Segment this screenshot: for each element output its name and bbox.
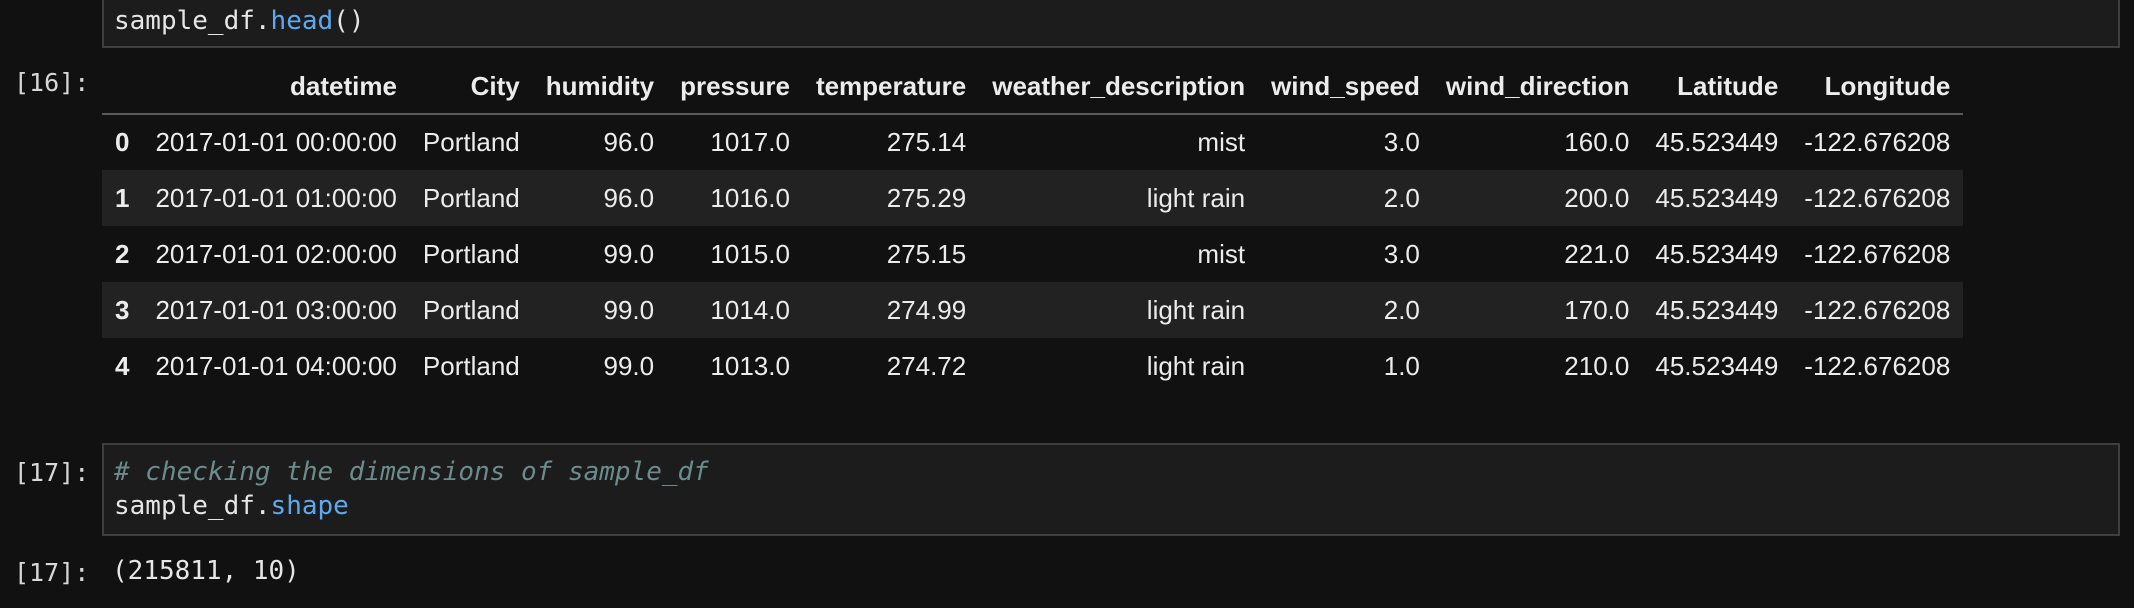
table-cell: 96.0 xyxy=(603,127,655,157)
table-row: 1 2017-01-01 01:00:00 Portland 96.0 1016… xyxy=(102,170,1964,226)
table-cell: Portland xyxy=(422,238,520,269)
table-row: 3 2017-01-01 03:00:00 Portland 99.0 1014… xyxy=(102,282,1964,338)
code-attribute: shape xyxy=(270,491,349,521)
code-comment: # checking the dimensions of sample_df xyxy=(114,457,709,487)
table-cell: light rain xyxy=(1146,350,1246,381)
table-cell: Portland xyxy=(422,182,520,213)
table-cell: 2017-01-01 01:00:00 xyxy=(155,182,397,213)
column-header: weather_description xyxy=(979,64,1259,115)
table-cell: Portland xyxy=(422,127,520,157)
table-cell: 170.0 xyxy=(1564,294,1630,325)
table-cell: -122.676208 xyxy=(1804,294,1951,325)
table-cell: light rain xyxy=(1146,182,1246,213)
column-header: wind_direction xyxy=(1432,64,1643,115)
table-cell: light rain xyxy=(1146,294,1246,325)
column-header: Latitude xyxy=(1642,64,1792,115)
cell-17-output-text: (215811, 10) xyxy=(112,556,300,586)
column-header: wind_speed xyxy=(1258,64,1433,115)
table-cell: 1016.0 xyxy=(710,182,790,213)
table-cell: -122.676208 xyxy=(1804,350,1951,381)
table-cell: 275.29 xyxy=(886,182,967,213)
table-cell: mist xyxy=(1197,127,1246,157)
code-call-parens: () xyxy=(333,6,365,36)
table-cell: 275.15 xyxy=(886,238,967,269)
table-cell: 160.0 xyxy=(1564,127,1630,157)
row-index: 0 xyxy=(115,127,130,157)
column-header: City xyxy=(409,64,533,115)
column-header: temperature xyxy=(802,64,980,115)
table-header-row: datetime City humidity pressure temperat… xyxy=(102,64,1964,115)
code-object: sample_df. xyxy=(114,6,271,36)
table-cell: 2017-01-01 00:00:00 xyxy=(155,127,397,157)
column-header: pressure xyxy=(667,64,803,115)
table-cell: Portland xyxy=(422,350,520,381)
table-cell: 45.523449 xyxy=(1655,127,1779,157)
table-cell: 1013.0 xyxy=(710,350,790,381)
row-index: 1 xyxy=(115,182,130,213)
column-header: humidity xyxy=(532,64,668,115)
table-cell: 2.0 xyxy=(1383,294,1420,325)
code-cell-17-input[interactable]: # checking the dimensions of sample_df s… xyxy=(102,443,2120,536)
table-cell: 3.0 xyxy=(1383,238,1420,269)
table-cell: 2.0 xyxy=(1383,182,1420,213)
table-cell: 99.0 xyxy=(603,238,655,269)
table-cell: 99.0 xyxy=(603,294,655,325)
row-index: 3 xyxy=(115,294,130,325)
table-cell: -122.676208 xyxy=(1804,182,1951,213)
execution-count-16-output: [16]: xyxy=(14,68,90,97)
table-cell: mist xyxy=(1197,238,1246,269)
table-cell: 200.0 xyxy=(1564,182,1630,213)
table-cell: 1014.0 xyxy=(710,294,790,325)
execution-count-17-output: [17]: xyxy=(14,558,90,587)
table-cell: 3.0 xyxy=(1383,127,1420,157)
table-cell: -122.676208 xyxy=(1804,127,1951,157)
column-header: datetime xyxy=(142,64,410,115)
table-cell: 274.99 xyxy=(886,294,967,325)
table-cell: 1.0 xyxy=(1383,350,1420,381)
table-cell: -122.676208 xyxy=(1804,238,1951,269)
table-cell: 96.0 xyxy=(603,182,655,213)
table-cell: 99.0 xyxy=(603,350,655,381)
table-cell: 275.14 xyxy=(886,127,967,157)
table-row: 2 2017-01-01 02:00:00 Portland 99.0 1015… xyxy=(102,226,1964,282)
table-cell: 45.523449 xyxy=(1655,294,1779,325)
column-header: Longitude xyxy=(1791,64,1964,115)
table-cell: 1015.0 xyxy=(710,238,790,269)
table-cell: 45.523449 xyxy=(1655,238,1779,269)
code-method: head xyxy=(270,6,334,36)
table-cell: 45.523449 xyxy=(1655,350,1779,381)
code-cell-16-input[interactable]: sample_df.head() xyxy=(102,0,2120,48)
table-cell: Portland xyxy=(422,294,520,325)
table-cell: 210.0 xyxy=(1564,350,1630,381)
table-cell: 2017-01-01 03:00:00 xyxy=(155,294,397,325)
row-index: 4 xyxy=(115,350,130,381)
table-row: 4 2017-01-01 04:00:00 Portland 99.0 1013… xyxy=(102,338,1964,394)
execution-count-17-input: [17]: xyxy=(14,458,90,487)
dataframe-output-table: datetime City humidity pressure temperat… xyxy=(102,64,1964,394)
code-object: sample_df. xyxy=(114,491,271,521)
table-row: 0 2017-01-01 00:00:00 Portland 96.0 1017… xyxy=(102,114,1964,170)
index-header xyxy=(102,64,143,115)
table-cell: 2017-01-01 02:00:00 xyxy=(155,238,397,269)
table-cell: 45.523449 xyxy=(1655,182,1779,213)
table-cell: 2017-01-01 04:00:00 xyxy=(155,350,397,381)
table-cell: 274.72 xyxy=(886,350,967,381)
table-cell: 1017.0 xyxy=(710,127,790,157)
row-index: 2 xyxy=(115,238,130,269)
table-cell: 221.0 xyxy=(1564,238,1630,269)
